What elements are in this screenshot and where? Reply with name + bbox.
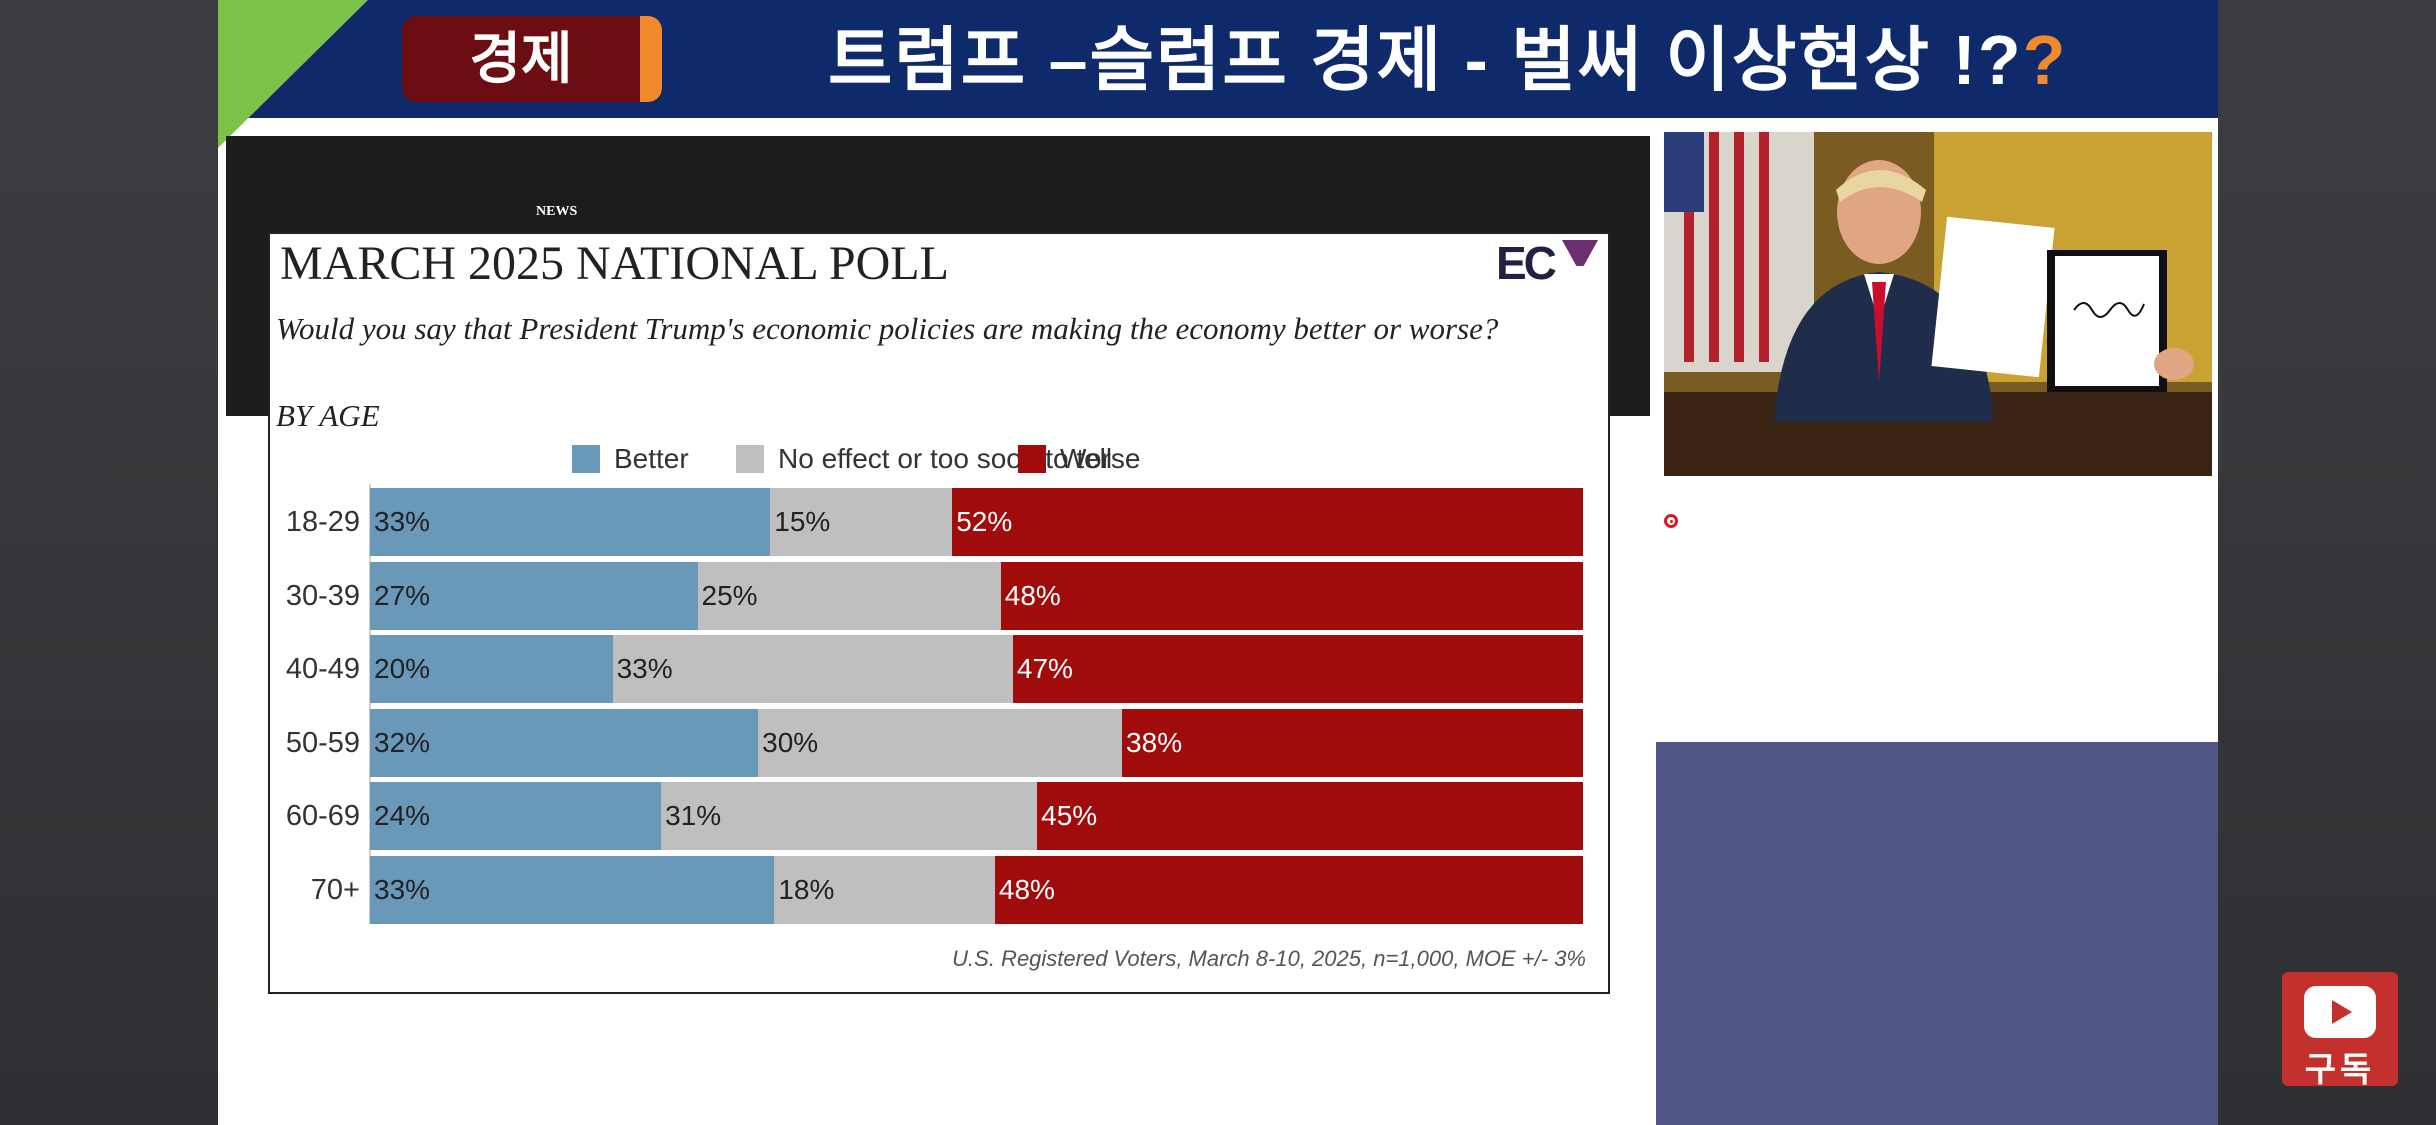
- data-label: 33%: [374, 506, 431, 537]
- legend-label: No effect or too soon to tell: [778, 443, 1113, 474]
- bar-segment: [370, 855, 775, 924]
- data-label: 15%: [774, 506, 831, 537]
- category-label: 18-29: [285, 506, 360, 538]
- ecp-logo-text: EC: [1496, 237, 1557, 289]
- category-label: 40-49: [285, 653, 360, 685]
- background-right: [2218, 0, 2436, 1125]
- data-label: 27%: [374, 579, 431, 611]
- legend-swatch: [572, 445, 600, 473]
- legend-item: Better: [572, 434, 689, 484]
- data-label: 48%: [998, 873, 1055, 905]
- poll-card: MARCH 2025 NATIONAL POLL EC Would you sa…: [268, 232, 1610, 994]
- category-label: 30-39: [285, 579, 360, 612]
- bar-segment: [612, 635, 1013, 703]
- bar-segment: [697, 561, 1001, 630]
- side-panel: [1656, 742, 2218, 1125]
- data-label: 18%: [778, 873, 835, 905]
- ecp-logo: EC: [1496, 236, 1598, 289]
- data-label: 48%: [1004, 579, 1061, 611]
- youtube-play-icon: [2304, 986, 2376, 1038]
- legend-label: Better: [614, 443, 689, 474]
- category-tag-label: 경제: [469, 27, 573, 90]
- legend-swatch: [1018, 445, 1046, 473]
- data-label: 38%: [1126, 726, 1183, 758]
- category-label: 50-59: [285, 726, 360, 759]
- bar-segment: [370, 635, 613, 703]
- data-label: 30%: [762, 726, 819, 758]
- subscribe-button[interactable]: 구독: [2282, 972, 2398, 1089]
- slide-title: 트럼프 –슬럼프 경제 - 벌써 이상현상 !??: [828, 10, 2067, 110]
- category-tag-accent: [640, 16, 662, 102]
- chart-legend: Better No effect or too soon to tell Worse: [270, 434, 1608, 484]
- bar-segment: [370, 561, 698, 630]
- trump-photo: [1664, 132, 2212, 476]
- bar-segment: [370, 708, 759, 777]
- data-label: 52%: [956, 506, 1013, 537]
- bar-segment: [952, 488, 1583, 556]
- chart-axis: [369, 484, 371, 924]
- data-label: 25%: [701, 579, 758, 611]
- legend-label: Worse: [1060, 443, 1141, 474]
- data-label: 24%: [374, 800, 431, 831]
- ecp-logo-mark: [1562, 240, 1598, 266]
- poll-question: Would you say that President Trump's eco…: [276, 311, 1499, 346]
- bar-segment: [370, 782, 662, 850]
- stacked-bar-chart: 18-29 33% 15% 52% 30-39 27% 25% 48% 40-49 20% 33% 4…: [270, 484, 1608, 934]
- data-label: 20%: [374, 653, 431, 684]
- bar-segment: [770, 488, 953, 556]
- data-label: 45%: [1041, 800, 1098, 831]
- bar-segment: [774, 855, 995, 924]
- poll-title: MARCH 2025 NATIONAL POLL: [280, 237, 949, 290]
- legend-item: Worse: [1018, 434, 1140, 484]
- bar-segment: [1000, 561, 1583, 630]
- bar-segment: [758, 708, 1123, 777]
- pointer-cursor: [1664, 514, 1678, 528]
- bar-segment: [1012, 635, 1583, 703]
- legend-swatch: [736, 445, 764, 473]
- data-label: 33%: [374, 873, 431, 905]
- data-label: 31%: [665, 800, 722, 831]
- data-label: 47%: [1016, 653, 1073, 684]
- slide-title-question: ?: [2022, 21, 2068, 99]
- poll-footnote: U.S. Registered Voters, March 8-10, 2025…: [952, 946, 1586, 971]
- background-left: [0, 0, 218, 1125]
- data-label: 32%: [374, 726, 431, 758]
- corner-triangle: [218, 0, 368, 148]
- bar-segment: [370, 488, 771, 556]
- bar-segment: [994, 855, 1583, 924]
- category-label: 70+: [310, 873, 360, 906]
- subscribe-label: 구독: [2304, 1051, 2376, 1089]
- slide: 경제 트럼프 –슬럼프 경제 - 벌써 이상현상 !?? NEWS MARCH …: [218, 0, 2218, 1125]
- category-label: 60-69: [285, 800, 360, 832]
- header-divider: [218, 118, 2218, 124]
- bar-segment: [1037, 782, 1583, 850]
- news-label: NEWS: [536, 204, 578, 219]
- bar-segment: [661, 782, 1038, 850]
- data-label: 33%: [616, 653, 673, 684]
- legend-item: No effect or too soon to tell: [736, 434, 1112, 484]
- photo-illustration: [1664, 132, 2212, 476]
- slide-title-text: 트럼프 –슬럼프 경제 - 벌써 이상현상 !?: [828, 21, 2023, 99]
- bar-segment: [1122, 708, 1583, 777]
- poll-breakdown: BY AGE: [276, 398, 380, 433]
- category-tag: 경제: [402, 16, 662, 102]
